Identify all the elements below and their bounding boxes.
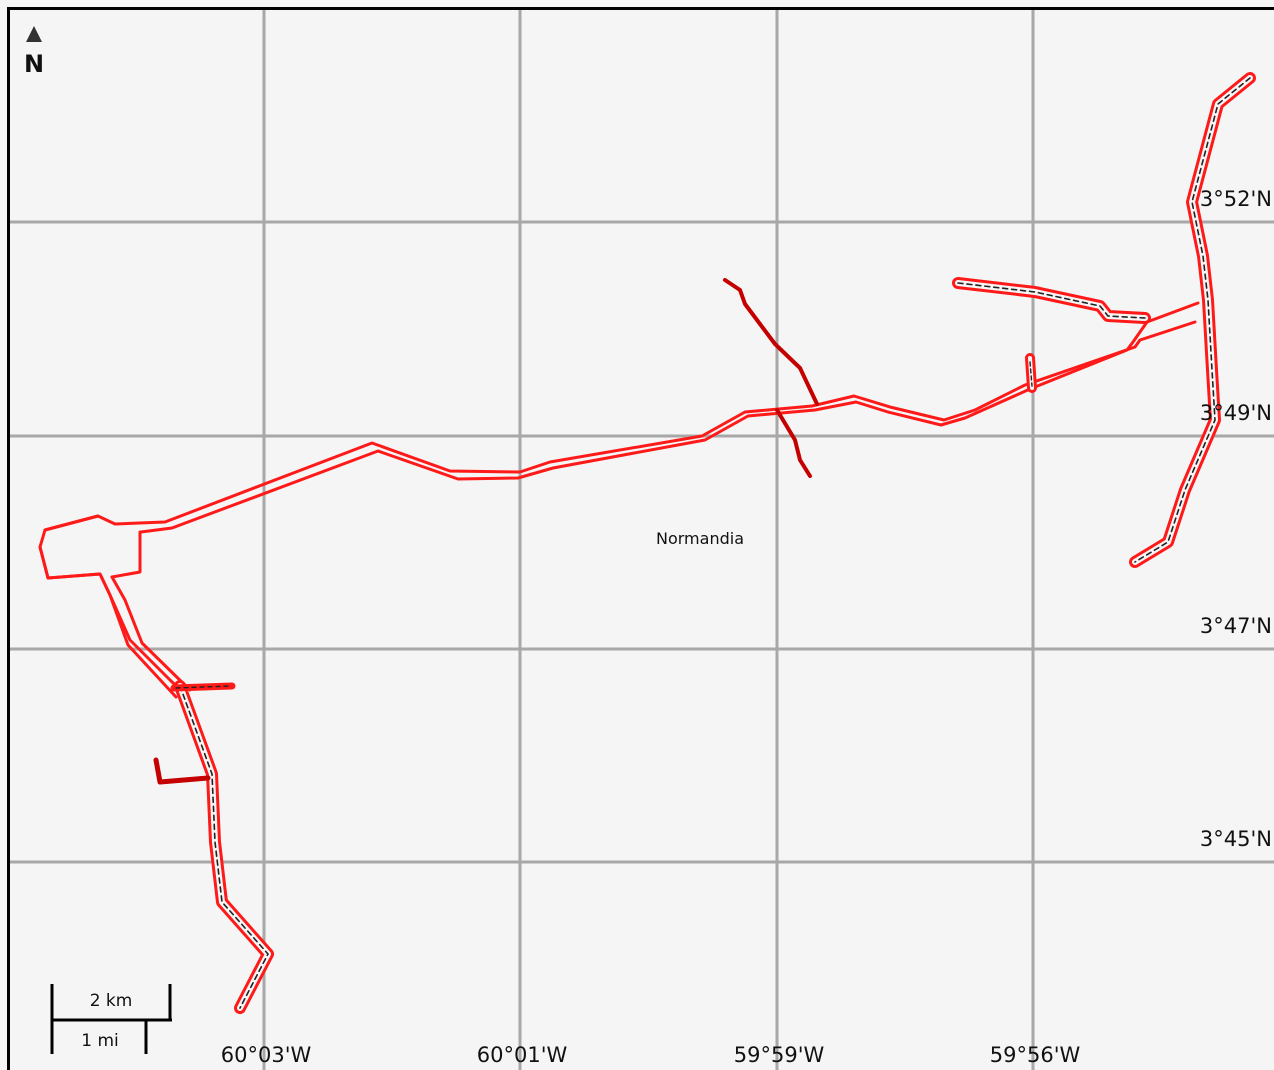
scale-bar-mi-label: 1 mi: [81, 1031, 119, 1051]
small-stub-dash: [1029, 361, 1033, 387]
south-spur-dash: [175, 685, 231, 689]
latitude-label: 3°52'N: [1200, 187, 1272, 211]
longitude-label: 59°59'W: [734, 1043, 825, 1067]
scale-bar: [50, 984, 172, 1054]
north-arrow: N: [24, 26, 44, 78]
main-road: [43, 320, 1197, 532]
place-label: Normandia: [656, 529, 744, 548]
road-network: [38, 72, 1256, 1014]
east-road-dash: [1134, 77, 1251, 563]
map-frame: [7, 7, 1274, 1070]
graticule: [10, 10, 1274, 1070]
ne-spur-dash: [957, 282, 1146, 319]
scale-bar-km-label: 2 km: [90, 991, 133, 1011]
latitude-labels: 3°52'N 3°49'N 3°47'N 3°45'N: [1200, 187, 1272, 851]
longitude-label: 60°03'W: [221, 1043, 312, 1067]
longitude-label: 60°01'W: [477, 1043, 568, 1067]
longitude-label: 59°56'W: [990, 1043, 1081, 1067]
latitude-label: 3°49'N: [1200, 401, 1272, 425]
south-dark-spur: [153, 757, 211, 785]
central-dark-road: [723, 278, 819, 478]
latitude-label: 3°45'N: [1200, 827, 1272, 851]
longitude-labels: 60°03'W 60°01'W 59°59'W 59°56'W: [221, 1043, 1081, 1067]
west-loop: [38, 514, 192, 699]
north-arrow-icon: [26, 26, 42, 42]
latitude-label: 3°47'N: [1200, 614, 1272, 638]
south-road-dash: [179, 685, 269, 1009]
north-label: N: [24, 50, 44, 78]
